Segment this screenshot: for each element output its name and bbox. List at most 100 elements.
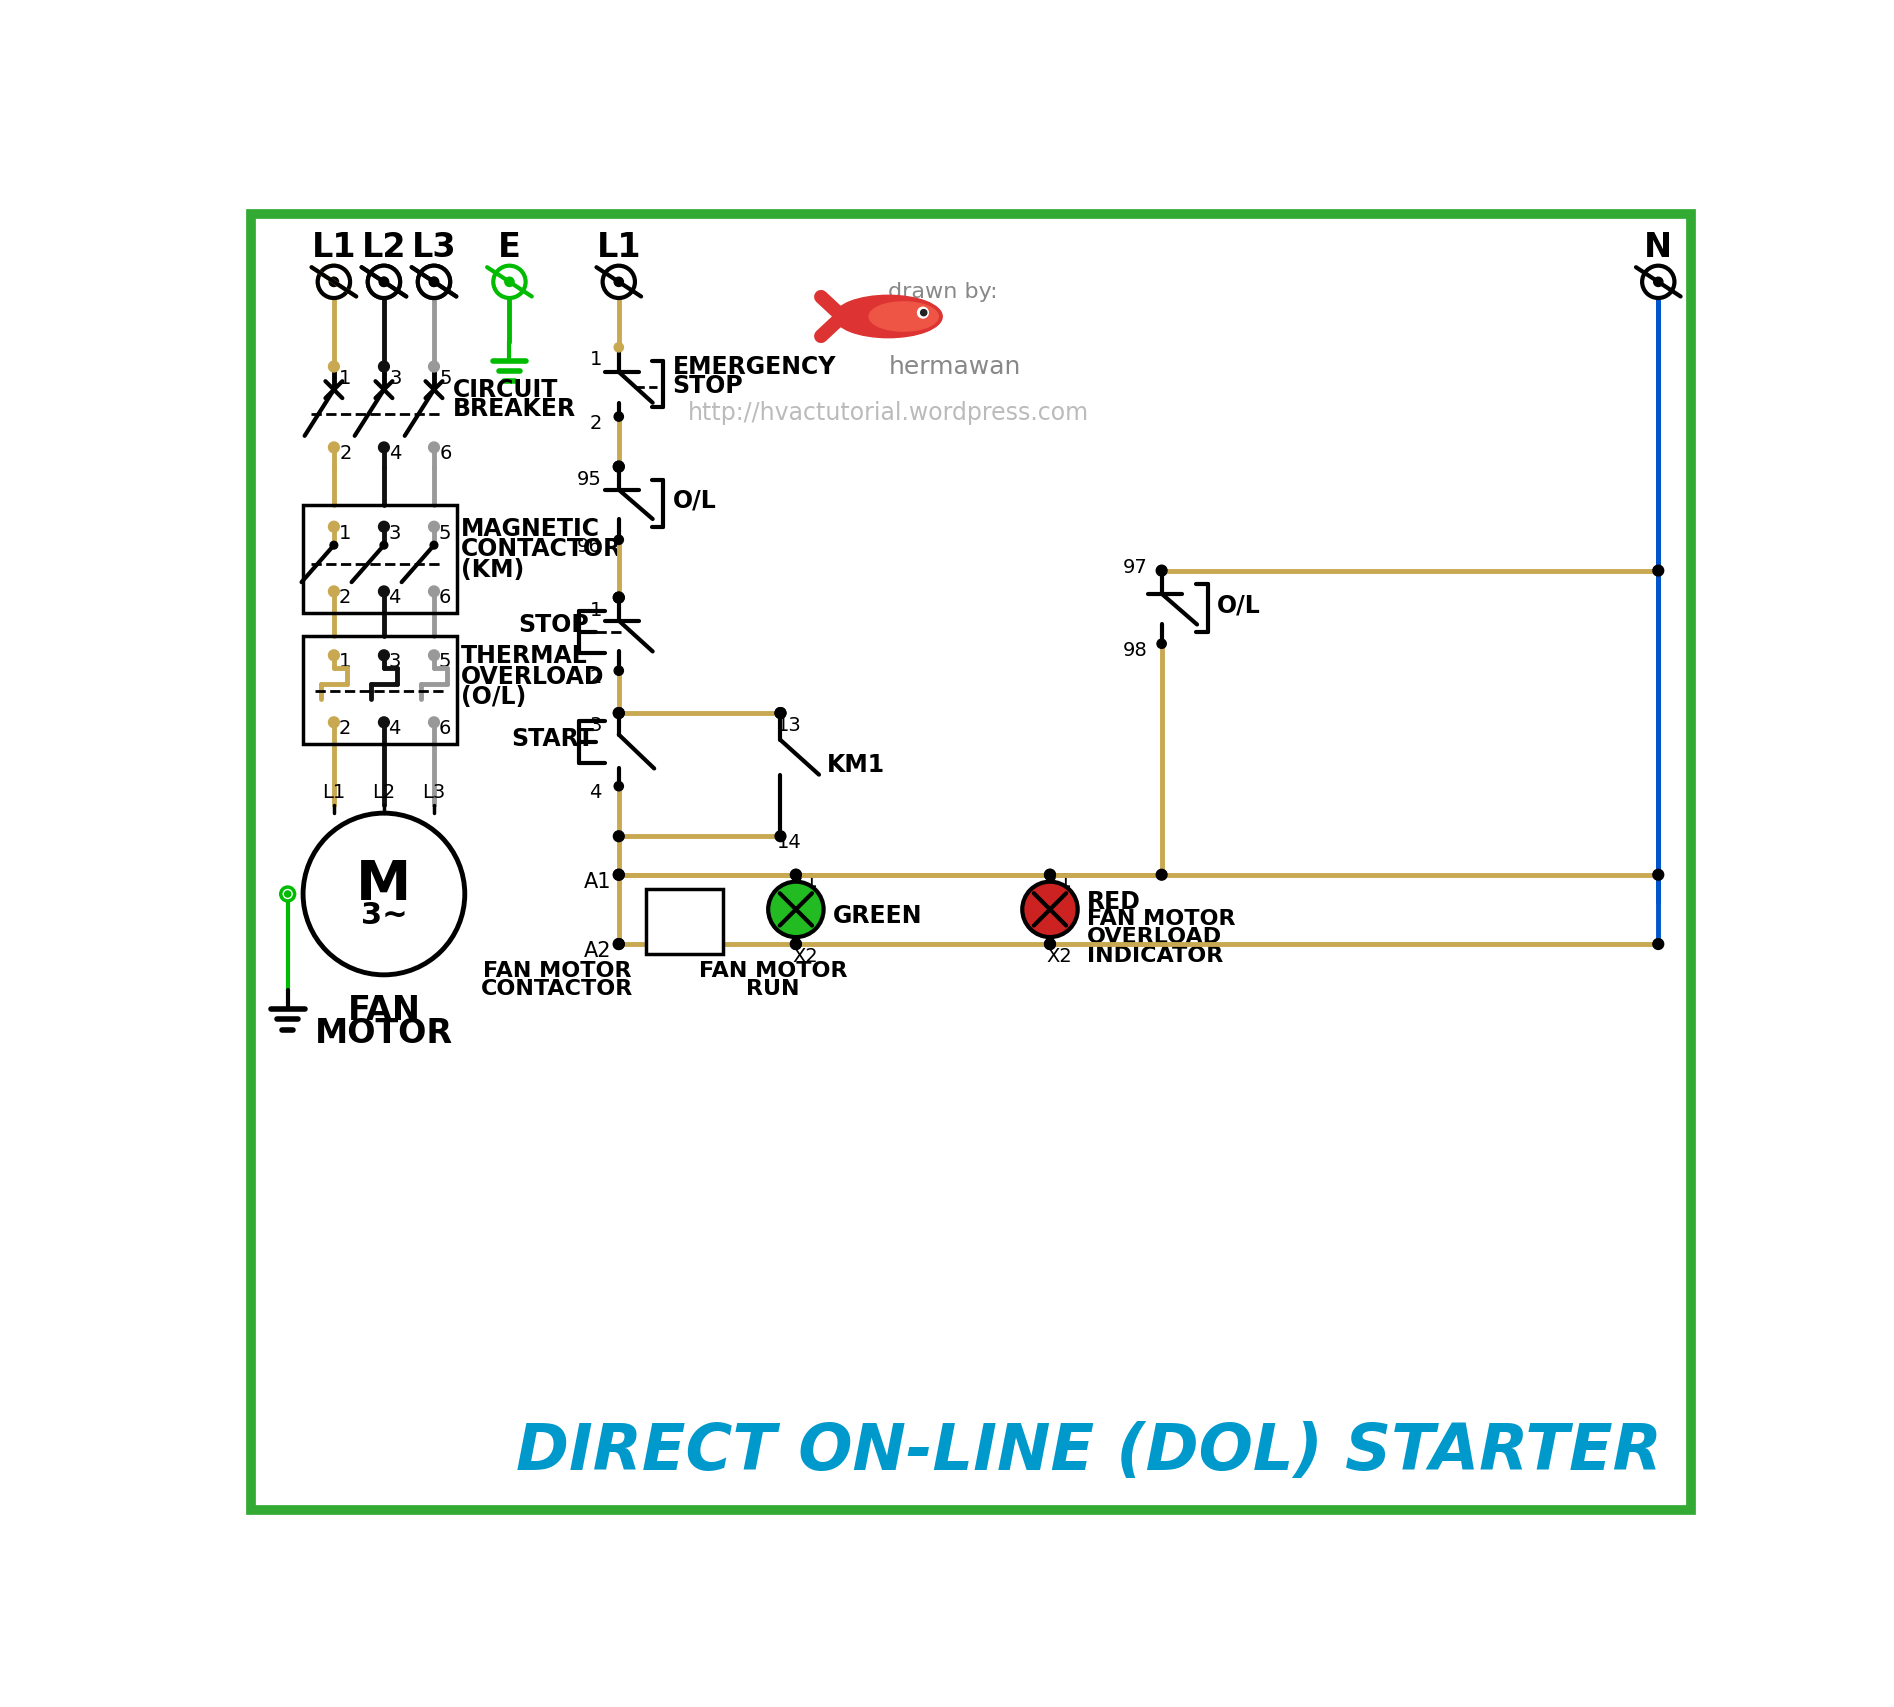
Text: ish: ish (888, 311, 920, 329)
Circle shape (381, 541, 388, 550)
Circle shape (1157, 638, 1167, 649)
Circle shape (428, 650, 439, 661)
Circle shape (614, 782, 623, 790)
Text: 4: 4 (390, 444, 402, 463)
Circle shape (328, 650, 339, 661)
Text: 4: 4 (589, 784, 602, 802)
Circle shape (330, 541, 337, 550)
Circle shape (318, 266, 350, 299)
Text: E: E (498, 230, 521, 263)
Text: 14: 14 (777, 833, 801, 852)
Text: MOTOR: MOTOR (314, 1017, 453, 1050)
Circle shape (790, 939, 801, 949)
Circle shape (1653, 869, 1663, 881)
Circle shape (775, 831, 786, 842)
Text: 2: 2 (589, 413, 602, 432)
Text: FAN: FAN (347, 993, 420, 1028)
Circle shape (506, 277, 513, 287)
Circle shape (614, 592, 625, 603)
Circle shape (775, 708, 786, 719)
Text: X2: X2 (794, 947, 818, 966)
Text: RUN: RUN (746, 980, 799, 1000)
Circle shape (430, 541, 438, 550)
Circle shape (428, 717, 439, 727)
Text: 1: 1 (339, 524, 350, 543)
Circle shape (614, 831, 625, 842)
Circle shape (328, 362, 339, 372)
Circle shape (379, 362, 390, 372)
Text: 95: 95 (578, 469, 602, 488)
Circle shape (614, 666, 623, 676)
Text: 4: 4 (388, 719, 402, 737)
Text: 6: 6 (439, 589, 451, 608)
Circle shape (1155, 565, 1167, 575)
Text: 3: 3 (390, 369, 402, 387)
Text: DIRECT ON-LINE (DOL) STARTER: DIRECT ON-LINE (DOL) STARTER (515, 1422, 1661, 1483)
Text: EMERGENCY: EMERGENCY (672, 355, 835, 379)
Text: http://hvactutorial.wordpress.com: http://hvactutorial.wordpress.com (688, 401, 1089, 425)
Circle shape (330, 277, 339, 287)
Text: 2: 2 (589, 667, 602, 686)
Text: X2: X2 (1047, 947, 1072, 966)
Text: KM: KM (644, 920, 686, 944)
Text: MAGNETIC: MAGNETIC (460, 517, 600, 541)
Circle shape (614, 411, 623, 422)
Circle shape (280, 888, 295, 901)
Text: FAN MOTOR: FAN MOTOR (699, 961, 847, 982)
Circle shape (614, 939, 625, 949)
Ellipse shape (835, 295, 941, 338)
Text: 97: 97 (1123, 558, 1148, 577)
Circle shape (328, 442, 339, 452)
Text: (O/L): (O/L) (460, 685, 527, 710)
Text: CONTACTOR: CONTACTOR (460, 538, 623, 562)
Text: FAN MOTOR: FAN MOTOR (483, 961, 631, 982)
Circle shape (379, 442, 390, 452)
Circle shape (1045, 869, 1055, 881)
Text: 3: 3 (388, 652, 402, 671)
Text: 13: 13 (777, 717, 801, 736)
Circle shape (428, 442, 439, 452)
Text: 5: 5 (439, 369, 453, 387)
Circle shape (602, 266, 634, 299)
Text: 6: 6 (439, 719, 451, 737)
Circle shape (492, 266, 527, 299)
Circle shape (430, 277, 439, 287)
Text: X1: X1 (1047, 872, 1072, 891)
Circle shape (777, 831, 786, 842)
Circle shape (430, 277, 439, 287)
Circle shape (614, 536, 623, 545)
Bar (646, 889, 724, 954)
Text: BREAKER: BREAKER (453, 398, 576, 422)
Text: 4: 4 (388, 589, 402, 608)
Circle shape (379, 521, 390, 533)
Text: 5: 5 (439, 652, 451, 671)
Circle shape (917, 307, 928, 318)
Circle shape (379, 650, 390, 661)
Circle shape (367, 266, 400, 299)
FancyArrowPatch shape (820, 297, 841, 314)
Text: KM1: KM1 (826, 753, 884, 777)
Circle shape (419, 266, 451, 299)
Circle shape (790, 939, 801, 949)
Text: 3~: 3~ (360, 901, 407, 930)
Circle shape (379, 277, 388, 287)
Circle shape (614, 939, 625, 949)
Text: THERMAL: THERMAL (460, 644, 587, 667)
Text: drawn by:: drawn by: (888, 282, 998, 302)
Circle shape (614, 592, 625, 603)
Text: FAN MOTOR: FAN MOTOR (1087, 908, 1235, 929)
Circle shape (1045, 939, 1055, 949)
Text: 96: 96 (578, 536, 602, 556)
Circle shape (614, 343, 623, 352)
Circle shape (1642, 266, 1674, 299)
Circle shape (428, 586, 439, 597)
Text: D: D (847, 306, 871, 335)
Text: 2: 2 (339, 589, 350, 608)
Circle shape (614, 277, 623, 287)
Ellipse shape (869, 302, 938, 331)
Circle shape (614, 869, 625, 881)
Circle shape (614, 708, 625, 719)
Text: O/L: O/L (1218, 594, 1261, 618)
Text: START: START (511, 727, 595, 751)
Text: 1: 1 (339, 369, 352, 387)
